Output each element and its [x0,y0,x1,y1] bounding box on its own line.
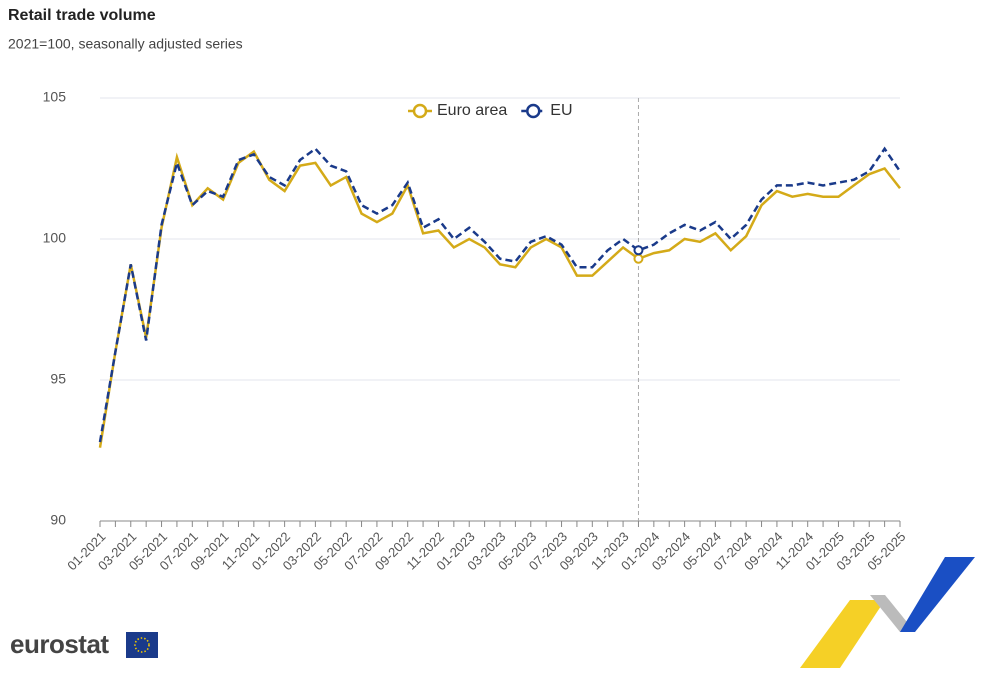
series-line [98,146,902,443]
eu-flag [126,632,158,658]
y-tick-label: 105 [43,89,67,105]
deco-blue [900,557,975,632]
deco-grey [870,595,915,632]
chart-subtitle: 2021=100, seasonally adjusted series [8,36,243,52]
legend-marker [526,103,541,119]
legend-marker [412,103,428,119]
eu-stars [134,637,150,653]
legend-label: Euro area [437,102,507,119]
chart-title: Retail trade volume [8,7,156,24]
legend-label: EU [550,102,572,119]
y-tick-label: 100 [43,230,67,246]
hover-marker [633,253,644,264]
y-tick-label: 90 [50,512,66,528]
source-logo: eurostat [10,629,109,659]
hover-marker [633,245,644,256]
y-tick-label: 95 [50,371,66,387]
deco-yellow [800,600,885,668]
